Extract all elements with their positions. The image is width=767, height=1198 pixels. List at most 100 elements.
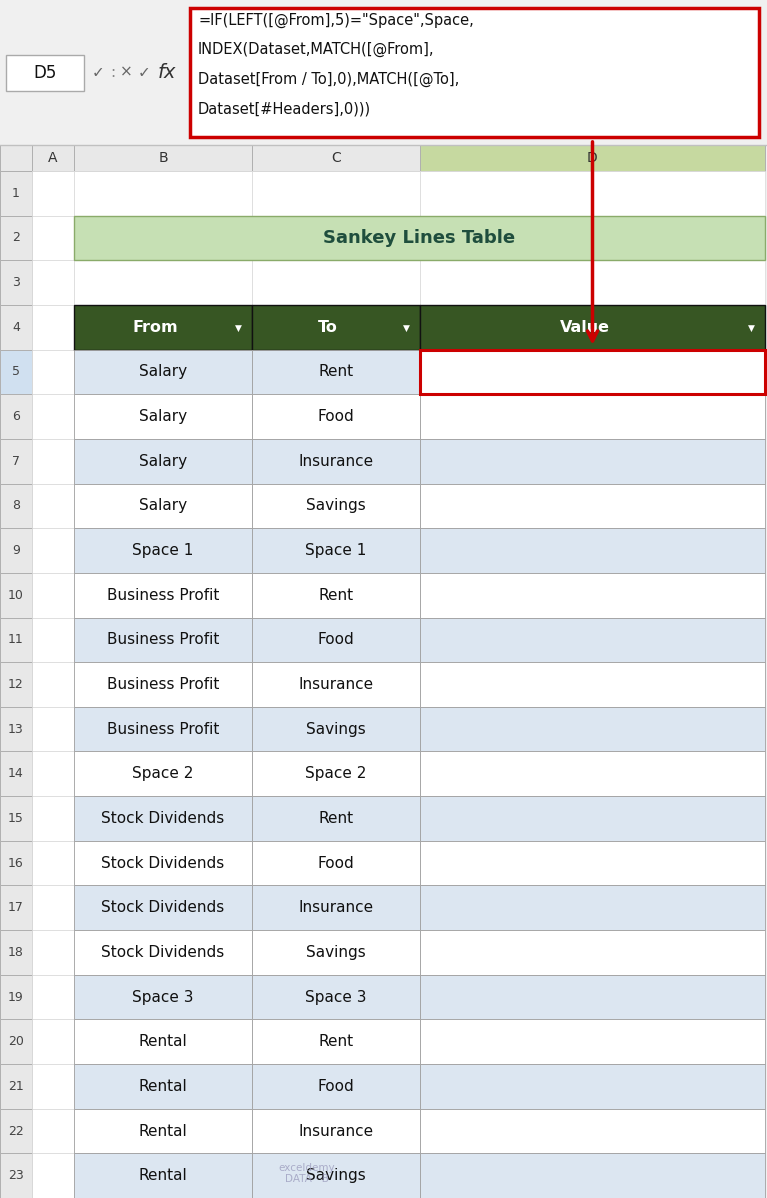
Bar: [0, 573, 32, 617]
Bar: [74, 707, 252, 751]
Bar: [0, 751, 32, 797]
Text: Food: Food: [318, 855, 354, 871]
Bar: [32, 145, 74, 171]
Text: Business Profit: Business Profit: [107, 677, 219, 692]
Bar: [252, 438, 420, 484]
Bar: [74, 438, 252, 484]
Bar: [420, 260, 765, 305]
Text: 16: 16: [8, 857, 24, 870]
Bar: [420, 305, 765, 350]
Text: D5: D5: [33, 63, 57, 81]
Text: ✓: ✓: [92, 65, 105, 80]
Text: Space 1: Space 1: [305, 543, 367, 558]
Bar: [420, 394, 765, 438]
Text: Space 2: Space 2: [305, 767, 367, 781]
Bar: [252, 617, 420, 662]
Text: 21: 21: [8, 1079, 24, 1093]
Text: Salary: Salary: [139, 409, 187, 424]
Bar: [0, 930, 32, 975]
Text: :: :: [110, 65, 115, 80]
Text: Savings: Savings: [306, 945, 366, 960]
Bar: [252, 930, 420, 975]
Text: Savings: Savings: [306, 721, 366, 737]
Text: ×: ×: [120, 65, 133, 80]
Bar: [74, 617, 252, 662]
Text: Stock Dividends: Stock Dividends: [101, 900, 225, 915]
Text: Insurance: Insurance: [298, 900, 374, 915]
Text: Space 2: Space 2: [133, 767, 194, 781]
Bar: [0, 617, 32, 662]
Bar: [32, 617, 74, 662]
Text: 22: 22: [8, 1125, 24, 1138]
Bar: [0, 975, 32, 1019]
Text: 11: 11: [8, 634, 24, 647]
Text: fx: fx: [158, 63, 176, 81]
Text: Business Profit: Business Profit: [107, 633, 219, 647]
Bar: [32, 394, 74, 438]
Bar: [32, 707, 74, 751]
Bar: [190, 8, 759, 137]
Bar: [74, 528, 252, 573]
Bar: [32, 1064, 74, 1108]
Text: =IF(LEFT([@From],5)="Space",Space,: =IF(LEFT([@From],5)="Space",Space,: [198, 12, 474, 28]
Bar: [74, 662, 252, 707]
Bar: [0, 260, 32, 305]
Bar: [32, 171, 74, 216]
Text: ▼: ▼: [748, 323, 755, 333]
Text: Savings: Savings: [306, 498, 366, 514]
Bar: [0, 305, 32, 350]
Text: Space 3: Space 3: [305, 990, 367, 1005]
Bar: [0, 438, 32, 484]
Text: INDEX(Dataset,MATCH([@From],: INDEX(Dataset,MATCH([@From],: [198, 42, 434, 58]
Text: 3: 3: [12, 276, 20, 289]
Bar: [0, 145, 32, 171]
Bar: [420, 841, 765, 885]
Bar: [0, 394, 32, 438]
Bar: [420, 573, 765, 617]
Text: To: To: [318, 320, 338, 334]
Text: ▼: ▼: [235, 323, 242, 333]
Text: Sankey Lines Table: Sankey Lines Table: [324, 229, 515, 247]
Bar: [32, 260, 74, 305]
Bar: [74, 145, 252, 171]
Bar: [420, 1019, 765, 1064]
Text: Dataset[From / To],0),MATCH([@To],: Dataset[From / To],0),MATCH([@To],: [198, 72, 459, 87]
Bar: [74, 751, 252, 797]
Bar: [252, 394, 420, 438]
Bar: [252, 573, 420, 617]
Bar: [0, 484, 32, 528]
Text: C: C: [331, 151, 341, 165]
Bar: [252, 145, 420, 171]
Text: 18: 18: [8, 946, 24, 958]
Text: 17: 17: [8, 901, 24, 914]
Bar: [74, 171, 252, 216]
Bar: [252, 171, 420, 216]
Bar: [252, 528, 420, 573]
Text: 6: 6: [12, 410, 20, 423]
Bar: [252, 1108, 420, 1154]
Bar: [74, 1019, 252, 1064]
Bar: [74, 350, 252, 394]
Text: Savings: Savings: [306, 1168, 366, 1184]
Text: 8: 8: [12, 500, 20, 513]
Bar: [0, 1154, 32, 1198]
Text: Stock Dividends: Stock Dividends: [101, 811, 225, 825]
Text: Rent: Rent: [318, 364, 354, 380]
Text: Insurance: Insurance: [298, 1124, 374, 1138]
Bar: [74, 797, 252, 841]
Bar: [252, 797, 420, 841]
Text: Rent: Rent: [318, 811, 354, 825]
Text: Salary: Salary: [139, 364, 187, 380]
Text: 10: 10: [8, 588, 24, 601]
Bar: [420, 707, 765, 751]
Bar: [252, 1154, 420, 1198]
Text: Food: Food: [318, 1079, 354, 1094]
Bar: [420, 1108, 765, 1154]
Bar: [0, 0, 767, 145]
Text: 2: 2: [12, 231, 20, 244]
Bar: [32, 751, 74, 797]
Bar: [420, 930, 765, 975]
Text: Business Profit: Business Profit: [107, 721, 219, 737]
Bar: [420, 438, 765, 484]
Bar: [252, 841, 420, 885]
